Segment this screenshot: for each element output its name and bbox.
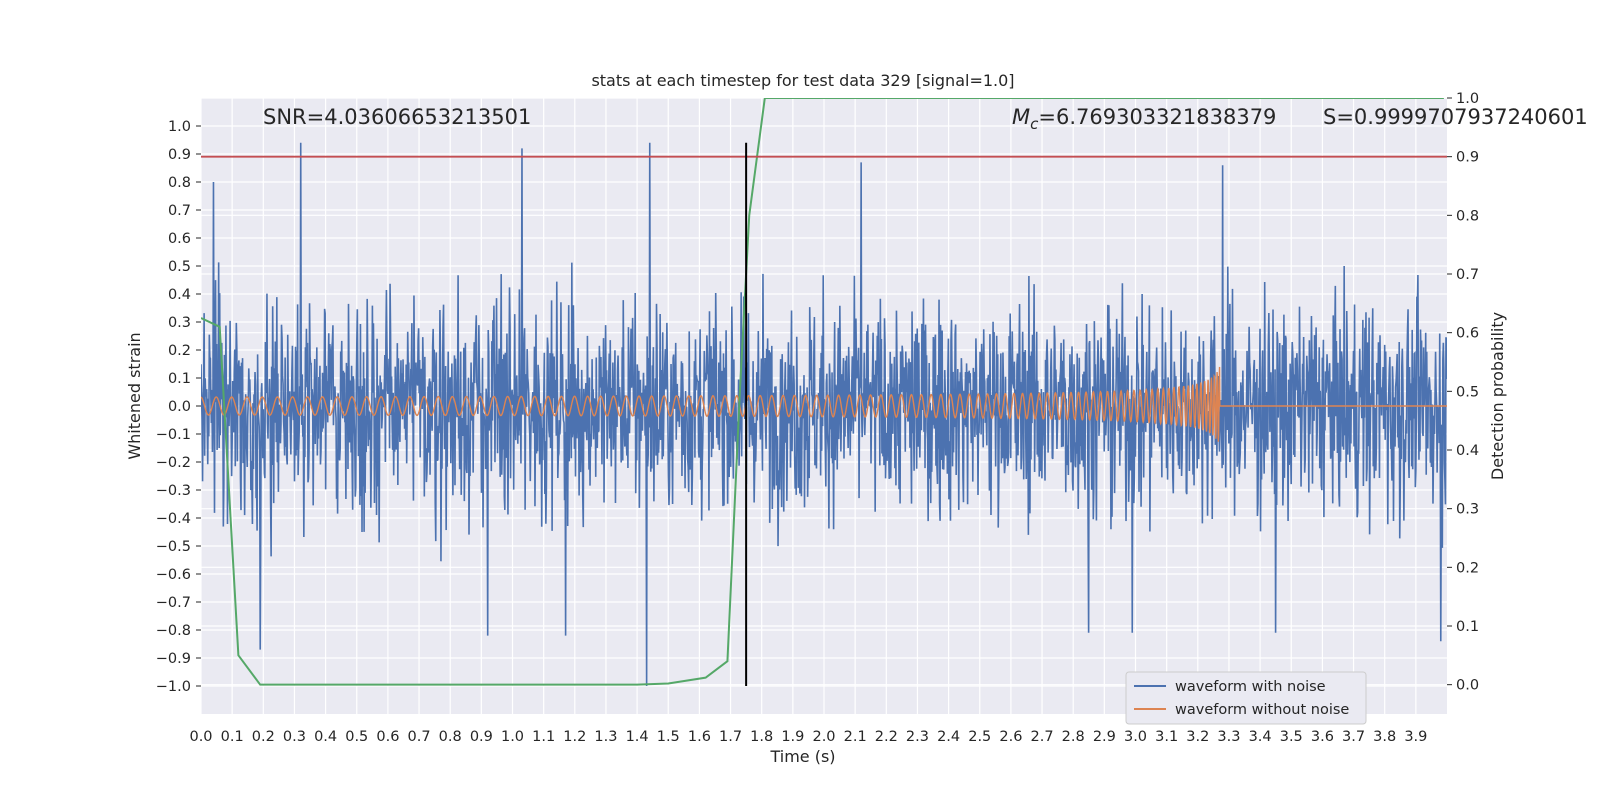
- y2-tick-label: 0.6: [1456, 326, 1479, 342]
- x-tick-label: 1.6: [688, 729, 711, 745]
- series-waveform-with-noise: [201, 142, 1447, 687]
- y-tick-label: 0.1: [168, 371, 191, 387]
- x-tick-label: 3.4: [1249, 729, 1272, 745]
- x-tick-label: 0.1: [221, 729, 244, 745]
- x-tick-label: 3.6: [1311, 729, 1334, 745]
- x-tick-label: 2.3: [906, 729, 929, 745]
- line-detection-probability: [201, 98, 1444, 686]
- legend-label-clean: waveform without noise: [1175, 702, 1349, 718]
- y-tick-label: 0.0: [168, 399, 191, 415]
- x-tick-label: 2.4: [937, 729, 960, 745]
- x-tick-label: 1.9: [781, 729, 804, 745]
- x-tick-label: 3.9: [1404, 729, 1427, 745]
- y-tick-label: −0.7: [156, 595, 191, 611]
- x-tick-label: 3.7: [1342, 729, 1365, 745]
- chirp-mass-subscript: c: [1030, 115, 1039, 133]
- y2-tick-label: 0.9: [1456, 150, 1479, 166]
- x-tick-label: 2.1: [844, 729, 867, 745]
- x-tick-label: 2.7: [1031, 729, 1054, 745]
- x-tick-label: 1.7: [719, 729, 742, 745]
- y-axis-ticks: 1.0 0.9 0.8 0.7 0.6 0.5 0.4 0.3 0.2 0.1 0.0 −0.1 −0.…: [156, 119, 201, 695]
- y-tick-label: 0.7: [168, 203, 191, 219]
- y2-tick-label: 0.0: [1456, 678, 1479, 694]
- chirp-mass-annotation: Mc=6.769303321838379: [1012, 105, 1276, 133]
- x-tick-label: 3.1: [1155, 729, 1178, 745]
- x-tick-label: 1.4: [626, 729, 649, 745]
- y2-tick-label: 0.1: [1456, 619, 1479, 635]
- chirp-mass-symbol: M: [1012, 105, 1030, 129]
- x-tick-label: 2.8: [1062, 729, 1085, 745]
- y2-tick-label: 0.2: [1456, 560, 1479, 576]
- reference-lines: [201, 142, 1447, 686]
- y2-axis-ticks: 1.0 0.9 0.8 0.7 0.6 0.5 0.4 0.3 0.2 0.1 0.0: [1447, 91, 1479, 694]
- y-tick-label: −0.2: [156, 455, 191, 471]
- y-tick-label: 0.9: [168, 147, 191, 163]
- legend-box: [1125, 671, 1367, 725]
- y2-tick-label: 0.3: [1456, 502, 1479, 518]
- y-tick-label: 0.5: [168, 259, 191, 275]
- x-tick-label: 3.8: [1373, 729, 1396, 745]
- line-waveform-with-noise: [201, 142, 1447, 687]
- x-tick-label: 0.4: [314, 729, 337, 745]
- x-tick-label: 0.5: [345, 729, 368, 745]
- x-tick-label: 0.7: [408, 729, 431, 745]
- x-tick-label: 2.9: [1093, 729, 1116, 745]
- x-axis-label: Time (s): [769, 747, 835, 766]
- x-tick-label: 1.2: [563, 729, 586, 745]
- y-tick-label: 1.0: [168, 119, 191, 135]
- legend-label-noise: waveform with noise: [1175, 679, 1326, 695]
- y-tick-label: 0.4: [168, 287, 191, 303]
- y-tick-label: −0.8: [156, 623, 191, 639]
- y-tick-label: 0.8: [168, 175, 191, 191]
- x-tick-label: 3.3: [1217, 729, 1240, 745]
- chart-title: stats at each timestep for test data 329…: [591, 71, 1014, 90]
- x-tick-label: 3.0: [1124, 729, 1147, 745]
- y-tick-label: −0.6: [156, 567, 191, 583]
- y2-tick-label: 0.4: [1456, 443, 1479, 459]
- x-tick-label: 1.5: [657, 729, 680, 745]
- y-tick-label: −0.5: [156, 539, 191, 555]
- y2-tick-label: 1.0: [1456, 91, 1479, 107]
- y-tick-label: −0.1: [156, 427, 191, 443]
- x-tick-label: 2.0: [812, 729, 835, 745]
- x-tick-label: 0.3: [283, 729, 306, 745]
- y-tick-label: 0.3: [168, 315, 191, 331]
- x-tick-label: 1.0: [501, 729, 524, 745]
- s-annotation: S=0.9999707937240601: [1323, 105, 1588, 129]
- x-tick-label: 1.3: [594, 729, 617, 745]
- y-tick-label: −0.9: [156, 651, 191, 667]
- x-tick-label: 2.5: [968, 729, 991, 745]
- legend: waveform with noise waveform without noi…: [1125, 671, 1367, 725]
- x-tick-label: 0.6: [376, 729, 399, 745]
- y2-tick-label: 0.8: [1456, 208, 1479, 224]
- line-waveform-without-noise: [201, 366, 1447, 442]
- x-tick-label: 0.8: [439, 729, 462, 745]
- x-tick-label: 0.2: [252, 729, 275, 745]
- x-tick-label: 0.0: [189, 729, 212, 745]
- x-tick-label: 3.5: [1280, 729, 1303, 745]
- y-tick-label: 0.6: [168, 231, 191, 247]
- y-tick-label: 0.2: [168, 343, 191, 359]
- y2-tick-label: 0.5: [1456, 384, 1479, 400]
- series-waveform-without-noise: [201, 366, 1447, 442]
- snr-annotation: SNR=4.03606653213501: [263, 105, 531, 129]
- y-tick-label: −0.3: [156, 483, 191, 499]
- x-axis-ticks: 0.0 0.1 0.2 0.3 0.4 0.5 0.6 0.7 0.8 0.9 1.0 1.1 1.2 1…: [189, 729, 1427, 745]
- y2-tick-label: 0.7: [1456, 267, 1479, 283]
- y-tick-label: −0.4: [156, 511, 191, 527]
- y2-axis-label: Detection probability: [1488, 312, 1507, 480]
- series-detection-probability: [201, 98, 1444, 686]
- x-tick-label: 3.2: [1186, 729, 1209, 745]
- chirp-mass-value: =6.769303321838379: [1038, 105, 1276, 129]
- x-tick-label: 1.8: [750, 729, 773, 745]
- y-tick-label: −1.0: [156, 679, 191, 695]
- x-tick-label: 2.2: [875, 729, 898, 745]
- y-axis-label: Whitened strain: [125, 332, 144, 459]
- x-tick-label: 1.1: [532, 729, 555, 745]
- x-tick-label: 2.6: [999, 729, 1022, 745]
- x-tick-label: 0.9: [470, 729, 493, 745]
